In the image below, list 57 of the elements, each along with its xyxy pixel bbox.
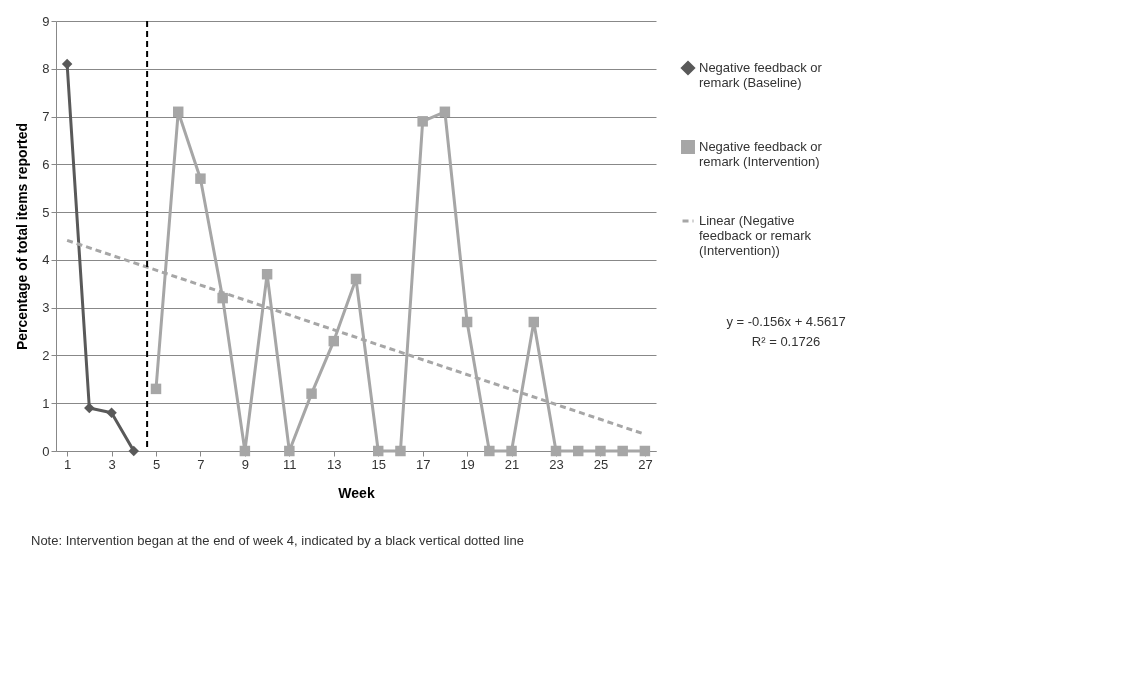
x-axis-title: Week [338,484,375,501]
point [195,173,206,184]
point [172,106,184,118]
text: Note: Intervention began at the end of week 4, indicated by a black vertical dotted line [31,533,524,548]
point [639,445,651,457]
y-tick-label: 2 [42,347,50,363]
text: R² = 0.1726 [751,334,821,349]
point [617,445,628,457]
x-tick-label: 9 [241,456,250,472]
point [528,316,540,328]
x-tick-label: 15 [371,456,386,472]
x-tick-label: 27 [638,456,653,472]
x-tick-label: 1 [63,456,72,472]
x-tick-label: 19 [460,456,475,472]
y-tick-label: 0 [42,443,50,459]
x-tick-label: 23 [549,456,564,472]
point [106,407,117,419]
x-tick-label: 7 [197,456,205,472]
x-tick-label: 25 [593,456,609,472]
x-tick-label: 3 [108,456,116,472]
x-tick-label: 11 [283,456,297,472]
point [595,445,606,457]
y-axis-title: Percentage of total items reported [14,122,31,351]
y-tick-label: 1 [42,395,50,411]
point [261,268,273,280]
point [439,106,451,118]
point [395,445,406,457]
point [484,445,495,457]
y-tick-label: 5 [42,204,50,220]
y-tick-label: 8 [42,61,50,77]
point [350,273,362,285]
x-tick-label: 5 [152,456,161,472]
point [150,383,162,395]
y-tick-label: 4 [42,252,50,268]
point [550,445,562,457]
point [461,316,473,328]
x-tick-label: 13 [327,456,342,472]
point [417,116,428,127]
y-tick-label: 6 [42,156,50,172]
point [506,445,517,457]
point [306,388,317,399]
point [217,292,228,304]
point [328,335,340,347]
point [572,445,584,457]
point [372,445,384,457]
point [239,445,251,457]
y-tick-label: 3 [42,300,50,316]
text: y = -0.156x + 4.5617 [726,314,846,329]
y-tick-label: 9 [42,13,50,29]
y-tick-label: 7 [42,109,50,125]
point [128,445,140,457]
point [284,445,295,457]
legend-label: Negative feedback or remark (Baseline) [699,60,823,90]
legend-label: Negative feedback or remark (Intervention) [699,139,823,169]
x-tick-label: 17 [415,456,431,472]
legend-label: Linear (Negative feedback or remark (Intervention)) [699,213,812,258]
x-tick-label: 21 [504,456,520,472]
